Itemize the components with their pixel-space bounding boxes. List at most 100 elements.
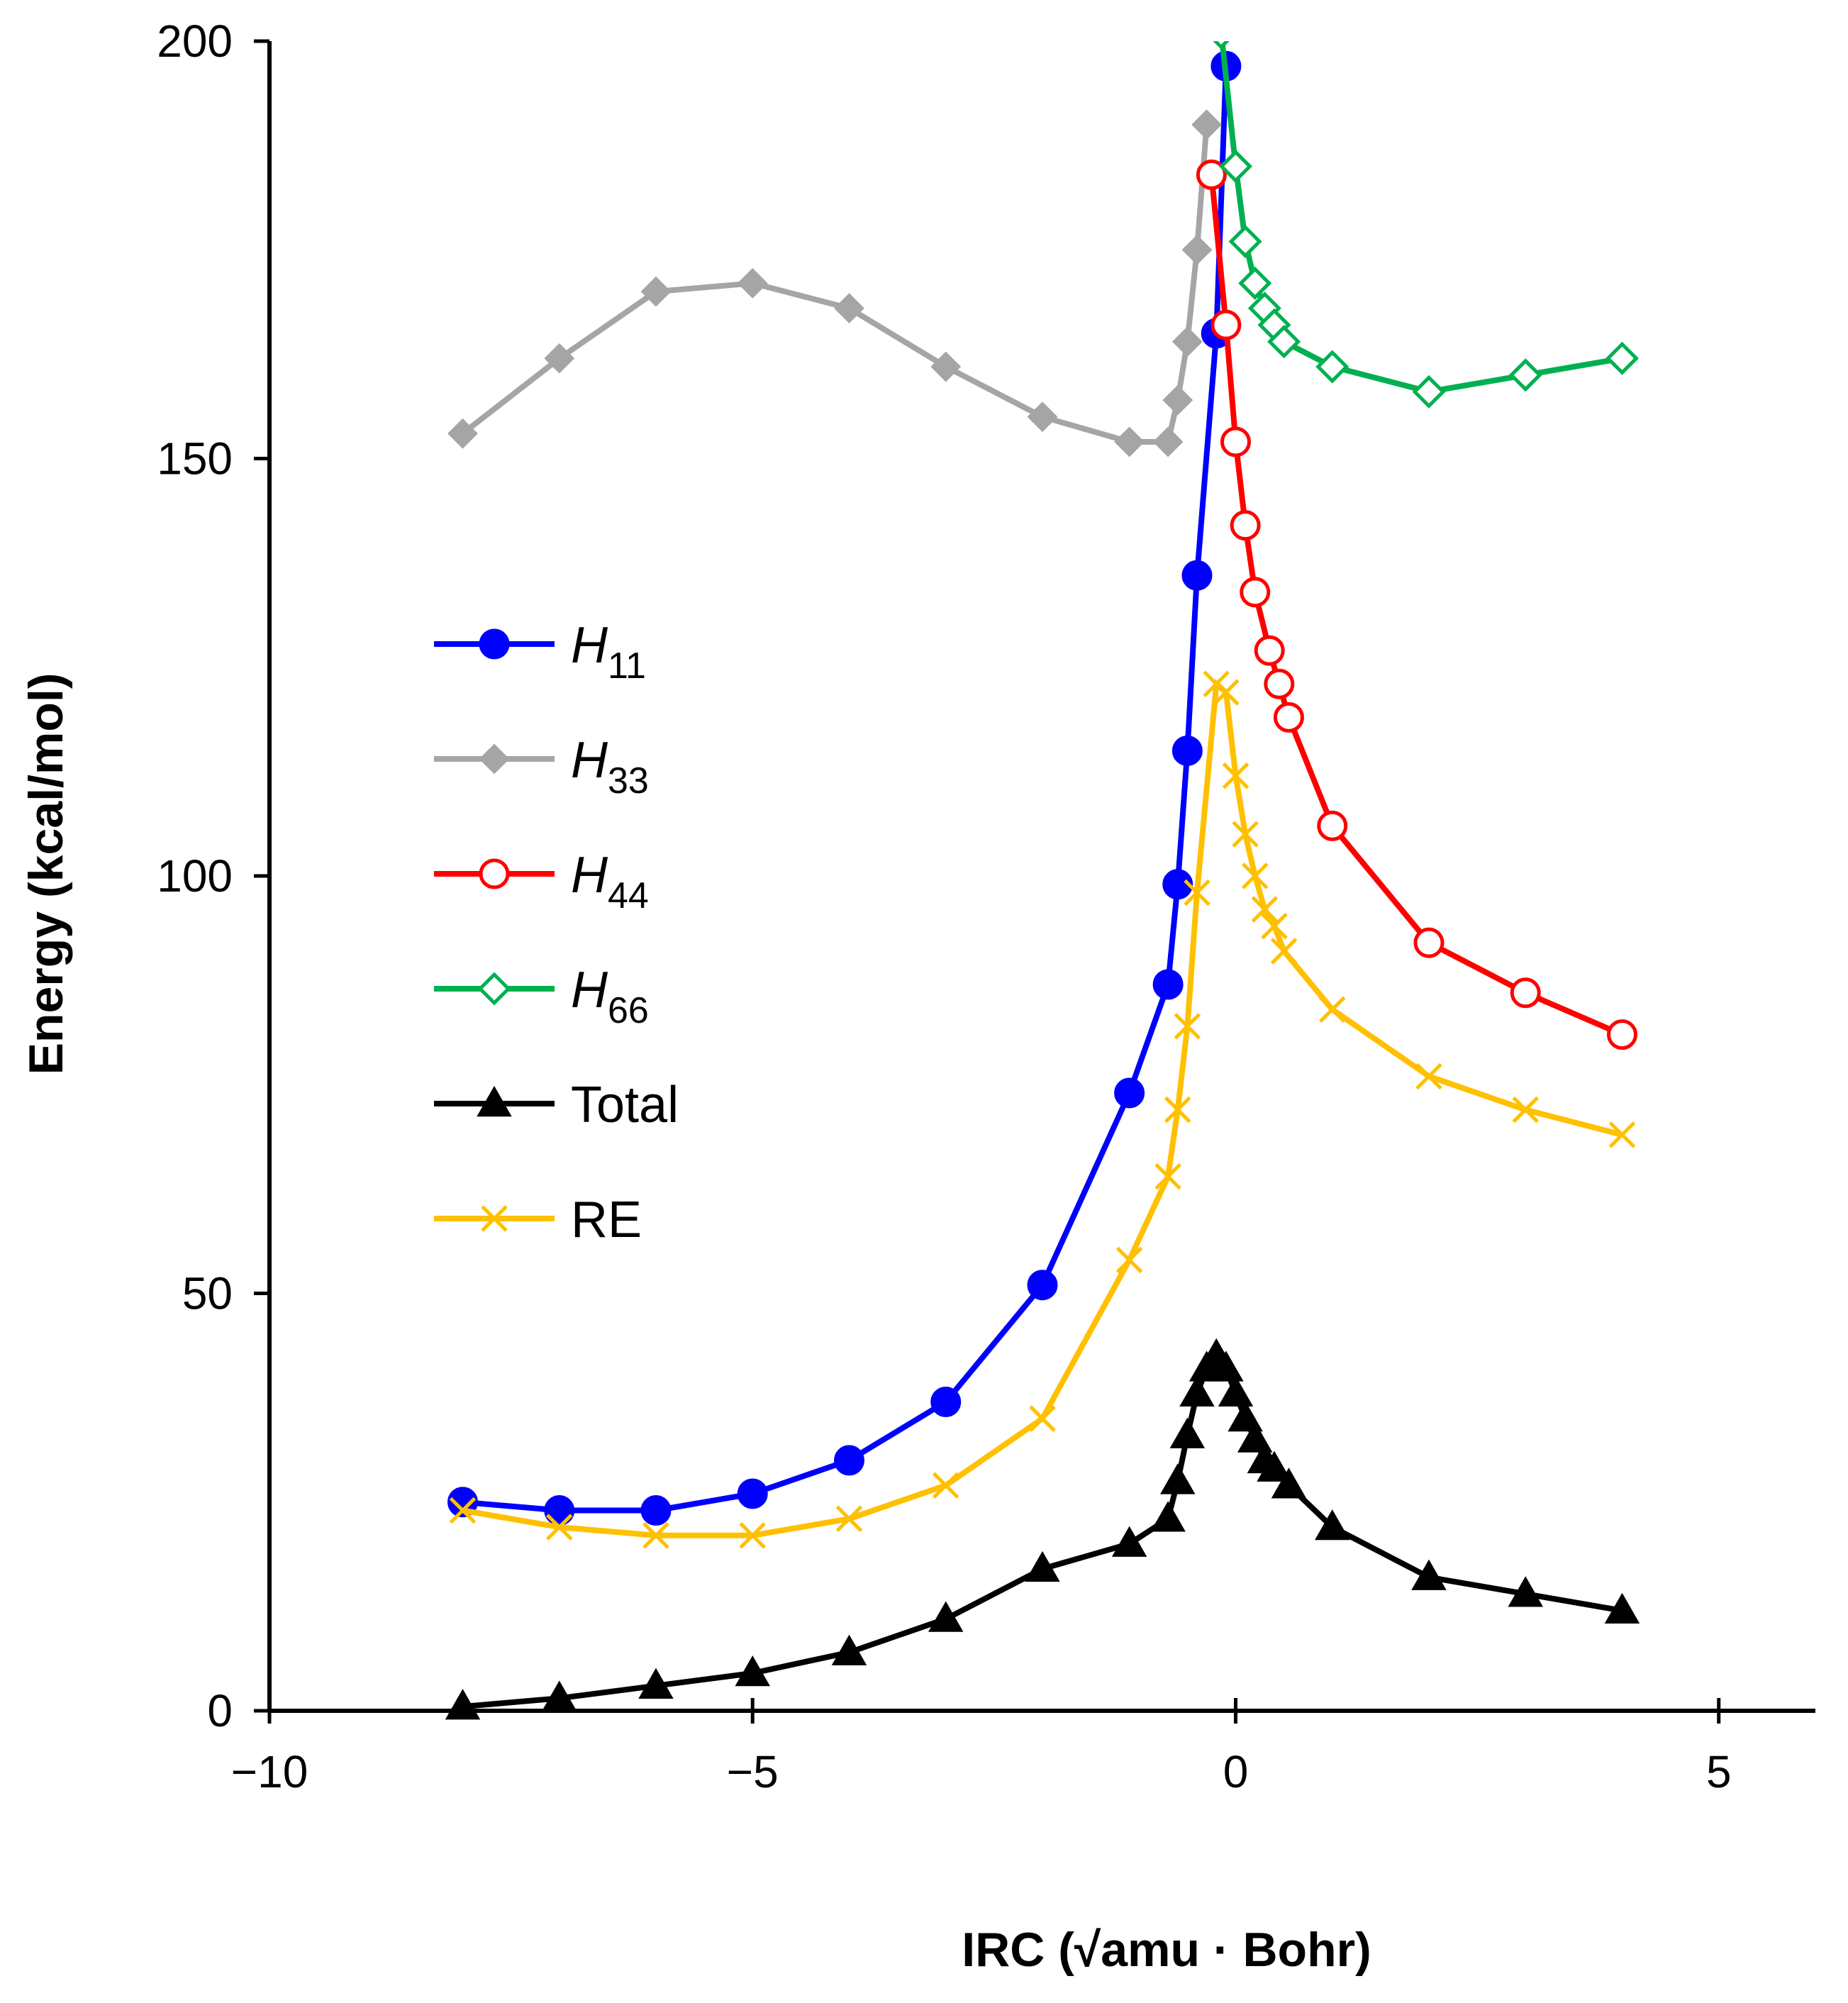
data-point	[737, 1478, 768, 1509]
x-marker-stroke	[1415, 1062, 1442, 1090]
y-tick-label: 0	[207, 1685, 233, 1736]
data-point	[1220, 426, 1251, 457]
data-point	[1412, 374, 1446, 409]
data-point	[831, 1634, 867, 1665]
data-point	[1254, 635, 1285, 666]
x-marker-stroke	[545, 1514, 573, 1541]
x-axis-title: IRC (√amu · Bohr)	[962, 1923, 1371, 1977]
data-point	[1029, 1405, 1056, 1432]
data-point	[640, 276, 672, 307]
data-point	[1164, 1096, 1191, 1123]
data-point	[542, 1680, 577, 1711]
data-point	[1174, 1013, 1201, 1040]
data-point	[1413, 927, 1445, 958]
x-marker-stroke	[1512, 1096, 1540, 1123]
y-tick-label: 50	[182, 1268, 233, 1319]
data-point	[1184, 879, 1210, 906]
legend-marker	[479, 743, 510, 775]
legend-marker	[479, 628, 510, 660]
data-point	[445, 1689, 481, 1720]
x-tick-label: −5	[727, 1746, 779, 1797]
data-point	[930, 351, 962, 382]
data-point	[1111, 1526, 1147, 1557]
x-marker-stroke	[642, 1522, 669, 1549]
x-marker-stroke	[1213, 679, 1240, 706]
data-point	[1251, 896, 1279, 923]
x-marker-stroke	[1261, 912, 1288, 940]
legend-label-subscript: 11	[608, 645, 646, 687]
legend-label: RE	[571, 1192, 642, 1248]
data-point	[1264, 668, 1295, 699]
legend-label-subscript: 44	[608, 875, 649, 916]
data-point	[544, 343, 575, 374]
x-marker-stroke	[449, 1497, 477, 1524]
data-point	[1115, 1246, 1143, 1274]
legend-label: Total	[571, 1077, 679, 1133]
legend-label-main: H	[571, 962, 608, 1019]
data-point	[1179, 1375, 1215, 1406]
data-point	[1181, 560, 1213, 591]
data-point	[1210, 309, 1242, 340]
series-h44	[1196, 159, 1637, 1050]
x-marker-stroke	[1164, 1096, 1191, 1123]
legend-marker	[479, 858, 510, 889]
x-marker-stroke	[1251, 896, 1279, 923]
data-point	[544, 1495, 575, 1526]
data-point	[1160, 1463, 1196, 1494]
data-point	[834, 293, 864, 324]
legend-item-h66: H66	[434, 962, 649, 1031]
data-point	[1152, 969, 1184, 1000]
data-point	[1228, 1401, 1263, 1432]
y-axis-title: Energy (kcal/mol)	[19, 673, 73, 1075]
data-point	[1257, 1450, 1292, 1482]
data-point	[1607, 1019, 1637, 1050]
data-point	[1228, 224, 1262, 259]
data-point	[835, 1505, 863, 1533]
data-point	[1232, 821, 1259, 848]
data-point	[930, 1387, 962, 1418]
data-point	[1508, 1576, 1543, 1607]
x-marker-stroke	[481, 1205, 508, 1232]
legend-label: H66	[571, 962, 649, 1031]
data-point	[1171, 326, 1203, 357]
x-tick-label: −10	[231, 1746, 308, 1797]
data-point	[1152, 426, 1184, 457]
x-marker-stroke	[932, 1472, 959, 1499]
data-point	[737, 267, 768, 299]
data-point	[1237, 1421, 1273, 1453]
data-point	[834, 1445, 864, 1476]
data-point	[1608, 1121, 1636, 1148]
data-point	[1114, 1077, 1145, 1109]
data-point	[1241, 862, 1269, 889]
legend-marker	[481, 1205, 508, 1232]
series-re	[449, 670, 1636, 1549]
data-point	[1273, 701, 1304, 733]
y-tick-label: 150	[157, 433, 233, 484]
legend-label-subscript: 66	[608, 990, 649, 1031]
data-point	[1154, 1163, 1181, 1190]
x-marker-stroke	[1318, 996, 1346, 1023]
legend-label-main: H	[571, 617, 608, 674]
data-point	[1415, 1062, 1442, 1090]
y-tick-label: 100	[157, 850, 233, 901]
data-point	[1218, 150, 1253, 184]
data-point	[1222, 762, 1249, 789]
x-marker-stroke	[1174, 1013, 1201, 1040]
data-point	[1208, 1350, 1244, 1382]
legend-item-h11: H11	[434, 617, 646, 687]
legend-item-total: Total	[434, 1077, 679, 1133]
data-point	[1240, 577, 1271, 608]
data-point	[1508, 358, 1542, 392]
data-point	[545, 1514, 573, 1541]
data-point	[449, 1497, 477, 1524]
data-point	[1169, 1417, 1206, 1448]
data-point	[1604, 1592, 1640, 1624]
x-marker-stroke	[1029, 1405, 1056, 1432]
legend-label-main: RE	[571, 1192, 642, 1248]
series-total	[445, 1338, 1640, 1720]
data-point	[1027, 1270, 1058, 1301]
